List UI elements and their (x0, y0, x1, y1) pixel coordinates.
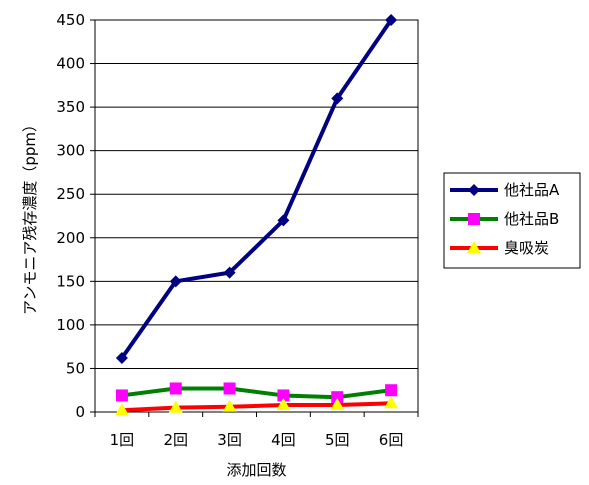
y-tick-label: 50 (66, 359, 85, 377)
y-tick-label: 0 (75, 403, 85, 421)
data-point (115, 351, 128, 364)
y-tick-label: 250 (56, 185, 85, 203)
x-tick-label: 1回 (110, 431, 135, 449)
series-line (120, 18, 393, 360)
plot-frame (94, 19, 419, 413)
x-axis-title: 添加回数 (226, 461, 286, 479)
data-point (384, 396, 399, 409)
x-axis-ticks: 1回 2回 3回 4回 5回 6回 (94, 412, 419, 449)
series-2 (115, 382, 398, 404)
legend-item: 他社品B (450, 210, 559, 228)
data-point (330, 398, 345, 411)
legend: 他社品A 他社品B 臭吸炭 (443, 172, 581, 269)
data-point (331, 391, 344, 404)
data-point (277, 389, 290, 402)
data-point (223, 382, 236, 395)
data-point (169, 275, 182, 288)
legend-item: 他社品A (450, 181, 560, 199)
data-point (385, 384, 398, 397)
series-1 (115, 14, 398, 364)
data-point (222, 399, 237, 412)
legend-marker (468, 184, 480, 196)
plot-area (94, 19, 419, 413)
y-tick-label: 200 (56, 229, 85, 247)
data-point (168, 400, 183, 413)
data-point (331, 92, 344, 105)
data-point (115, 389, 128, 402)
y-tick-label: 100 (56, 316, 85, 334)
data-point (277, 214, 290, 227)
data-point (223, 266, 236, 279)
series-3 (114, 396, 399, 416)
y-tick-label: 150 (56, 272, 85, 290)
y-axis-ticks: 0 50 100 150 200 250 300 350 400 450 (56, 11, 95, 421)
data-point (276, 398, 291, 411)
y-tick-label: 300 (56, 142, 85, 160)
y-tick-label: 400 (56, 55, 85, 73)
x-tick-label: 2回 (163, 431, 188, 449)
legend-marker (467, 241, 481, 253)
data-point (385, 14, 398, 26)
legend-label: 臭吸炭 (504, 239, 549, 257)
legend-item: 臭吸炭 (450, 239, 549, 257)
x-tick-label: 4回 (271, 431, 296, 449)
legend-label: 他社品B (504, 210, 559, 228)
data-point (169, 382, 182, 395)
series-line (121, 401, 392, 413)
legend-marker (468, 213, 480, 225)
y-tick-label: 450 (56, 11, 85, 29)
series-layer (114, 14, 399, 416)
y-tick-label: 350 (56, 98, 85, 116)
legend-label: 他社品A (504, 181, 560, 199)
series-line (121, 386, 392, 400)
y-axis-title: アンモニア残存濃度（ppm） (21, 117, 39, 315)
x-tick-label: 5回 (325, 431, 350, 449)
x-tick-label: 6回 (379, 431, 404, 449)
x-tick-label: 3回 (217, 431, 242, 449)
data-point (114, 403, 129, 416)
